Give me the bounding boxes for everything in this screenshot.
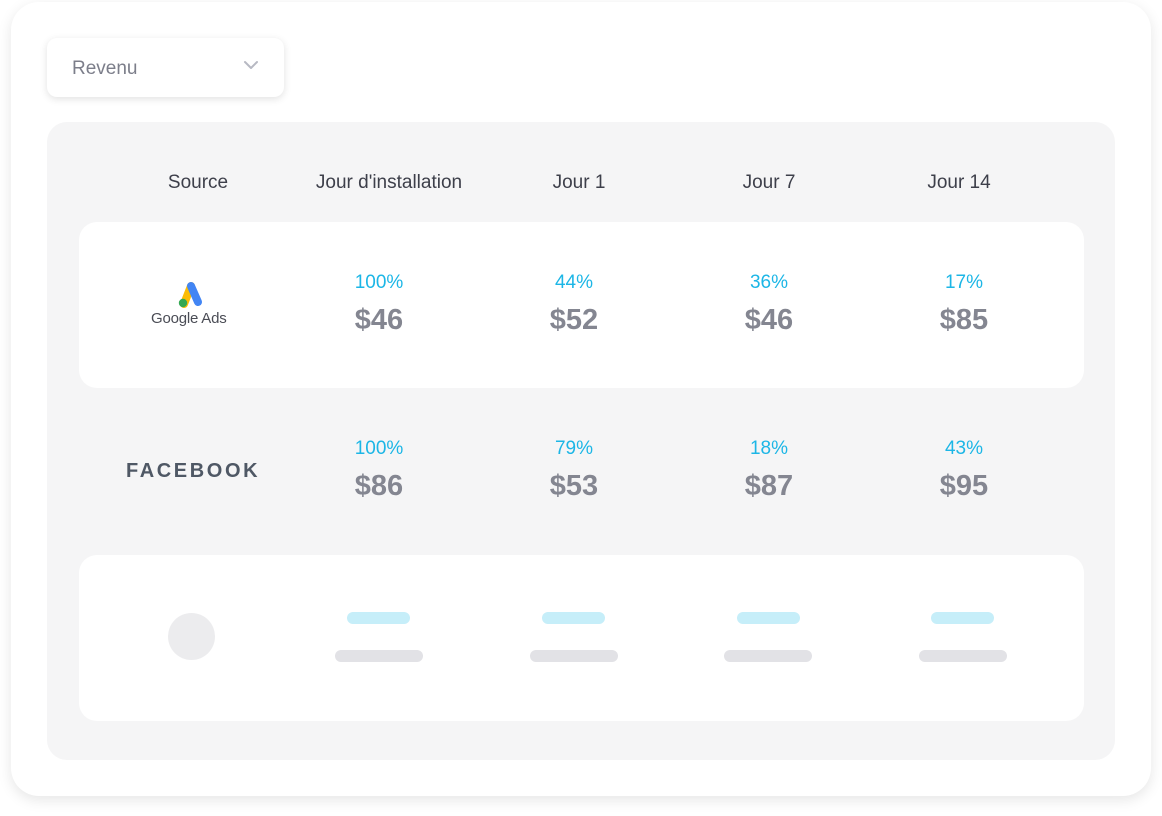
metric-dropdown-label: Revenu [72,58,138,79]
revenue-value: $53 [549,470,599,502]
table-row-skeleton [79,555,1084,721]
revenue-value: $46 [354,304,404,336]
skeleton-line [737,612,800,624]
table-row-facebook: FACEBOOK 100% $86 79% $53 18% $87 43% $9… [79,388,1084,554]
revenue-value: $46 [744,304,794,336]
skeleton-line [931,612,994,624]
cell-google-day14: 17% $85 [889,272,1039,337]
facebook-logo: FACEBOOK [126,460,261,482]
chevron-down-icon [244,61,258,69]
cell-google-install: 100% $46 [304,272,454,337]
header-day-1: Jour 1 [552,172,606,193]
revenue-value: $86 [354,470,404,502]
cell-facebook-install: 100% $86 [304,438,454,503]
cohort-table-panel: Source Jour d'installation Jour 1 Jour 7… [47,122,1115,760]
percent-label: 43% [944,438,984,459]
skeleton-line [724,650,812,662]
cell-google-day1: 44% $52 [499,272,649,337]
google-ads-icon [178,282,202,308]
header-day-7: Jour 7 [742,172,796,193]
revenue-value: $95 [939,470,989,502]
skeleton-avatar [168,613,215,660]
main-card: Revenu Source Jour d'installation Jour 1… [11,2,1151,796]
percent-label: 36% [749,272,789,293]
percent-label: 79% [554,438,594,459]
skeleton-line [919,650,1007,662]
cell-google-day7: 36% $46 [694,272,844,337]
header-install-day: Jour d'installation [315,172,463,193]
percent-label: 44% [554,272,594,293]
header-source: Source [167,172,229,193]
revenue-value: $87 [744,470,794,502]
percent-label: 100% [354,272,404,293]
skeleton-line [542,612,605,624]
revenue-value: $52 [549,304,599,336]
table-row-google-ads: Google Ads 100% $46 44% $52 36% $46 17% … [79,222,1084,388]
revenue-value: $85 [939,304,989,336]
cell-facebook-day14: 43% $95 [889,438,1039,503]
percent-label: 100% [354,438,404,459]
skeleton-line [335,650,423,662]
cell-facebook-day7: 18% $87 [694,438,844,503]
cell-facebook-day1: 79% $53 [499,438,649,503]
metric-dropdown[interactable]: Revenu [47,38,284,97]
skeleton-line [530,650,618,662]
header-day-14: Jour 14 [927,172,991,193]
percent-label: 17% [944,272,984,293]
google-ads-label: Google Ads [151,310,227,327]
skeleton-line [347,612,410,624]
percent-label: 18% [749,438,789,459]
